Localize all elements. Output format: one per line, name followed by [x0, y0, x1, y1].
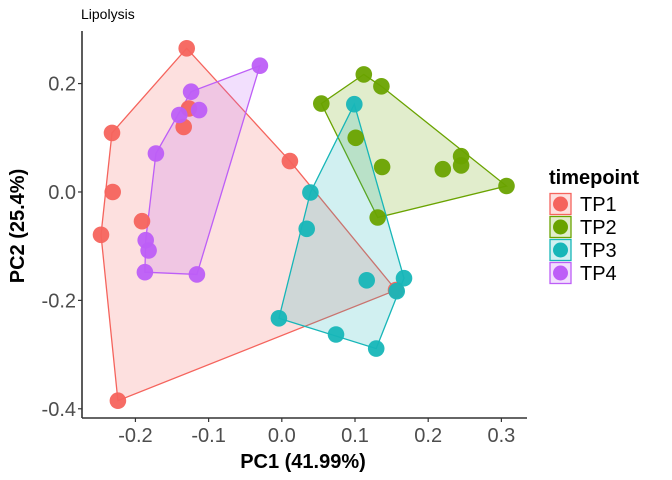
y-tick-label: 0.0 — [48, 182, 76, 204]
chart-title: Lipolysis — [81, 6, 135, 22]
x-tick-label: 0.2 — [414, 425, 442, 447]
data-point — [388, 282, 406, 300]
legend-key-point — [553, 219, 568, 235]
legend-label: TP1 — [580, 194, 617, 216]
data-point — [355, 66, 373, 83]
data-point — [178, 40, 195, 57]
data-point — [190, 101, 208, 119]
data-point — [298, 220, 316, 238]
data-point — [327, 326, 345, 343]
legend-item-tp3: TP3 — [549, 238, 617, 262]
data-point — [302, 184, 319, 201]
series-tp4 — [136, 57, 269, 283]
data-point — [369, 209, 387, 226]
data-point — [434, 160, 452, 178]
x-tick-label: 0.3 — [487, 425, 515, 447]
x-tick-label: -0.2 — [118, 425, 152, 447]
data-point — [251, 57, 269, 74]
hull-layer — [100, 47, 508, 402]
legend-title: timepoint — [549, 167, 639, 189]
y-tick-label: 0.2 — [48, 74, 76, 96]
data-point — [373, 78, 390, 95]
data-point — [92, 226, 110, 244]
data-point — [498, 177, 515, 195]
data-point — [373, 158, 391, 176]
hull-tp3 — [278, 102, 405, 350]
series-tp3 — [270, 95, 413, 357]
point-layer — [92, 40, 515, 410]
x-axis-title: PC1 (41.99%) — [240, 451, 366, 473]
data-point — [367, 340, 385, 357]
data-point — [270, 310, 288, 327]
data-point — [136, 263, 154, 281]
y-tick-label: -0.4 — [42, 399, 76, 421]
data-point — [395, 269, 413, 287]
x-tick-label: -0.1 — [191, 425, 225, 447]
data-point — [188, 266, 206, 283]
legend-key-point — [553, 196, 568, 212]
x-axis-ticks: -0.2 -0.1 0.0 0.1 0.2 0.3 — [118, 418, 515, 447]
legend-key-point — [553, 242, 568, 258]
data-point — [147, 145, 165, 162]
data-point — [140, 242, 157, 259]
axes: -0.2 -0.1 0.0 0.1 0.2 0.3 -0.4 -0.2 0.0 0.2 — [42, 31, 527, 447]
data-point — [171, 106, 188, 124]
y-axis-title: PC2 (25.4%) — [7, 169, 29, 284]
legend-key-point — [553, 265, 568, 281]
data-point — [358, 272, 376, 289]
legend-item-tp1: TP1 — [549, 192, 617, 216]
data-point — [109, 392, 127, 410]
legend-label: TP3 — [580, 240, 617, 262]
data-point — [182, 83, 200, 100]
hull-tp2 — [320, 73, 508, 219]
series-tp2 — [313, 66, 515, 226]
y-axis-ticks: -0.4 -0.2 0.0 0.2 — [42, 74, 82, 421]
x-tick-label: 0.1 — [341, 425, 369, 447]
data-point — [452, 157, 470, 174]
legend-item-tp2: TP2 — [549, 215, 617, 239]
legend-label: TP4 — [580, 263, 617, 285]
data-point — [281, 152, 299, 170]
x-tick-label: 0.0 — [268, 425, 296, 447]
data-point — [133, 212, 151, 230]
data-point — [104, 183, 121, 201]
data-point — [313, 95, 330, 112]
legend-item-tp4: TP4 — [549, 261, 617, 285]
legend-label: TP2 — [580, 217, 617, 239]
data-point — [346, 95, 363, 113]
y-tick-label: -0.2 — [42, 290, 76, 312]
data-point — [347, 129, 365, 147]
data-point — [103, 124, 121, 142]
